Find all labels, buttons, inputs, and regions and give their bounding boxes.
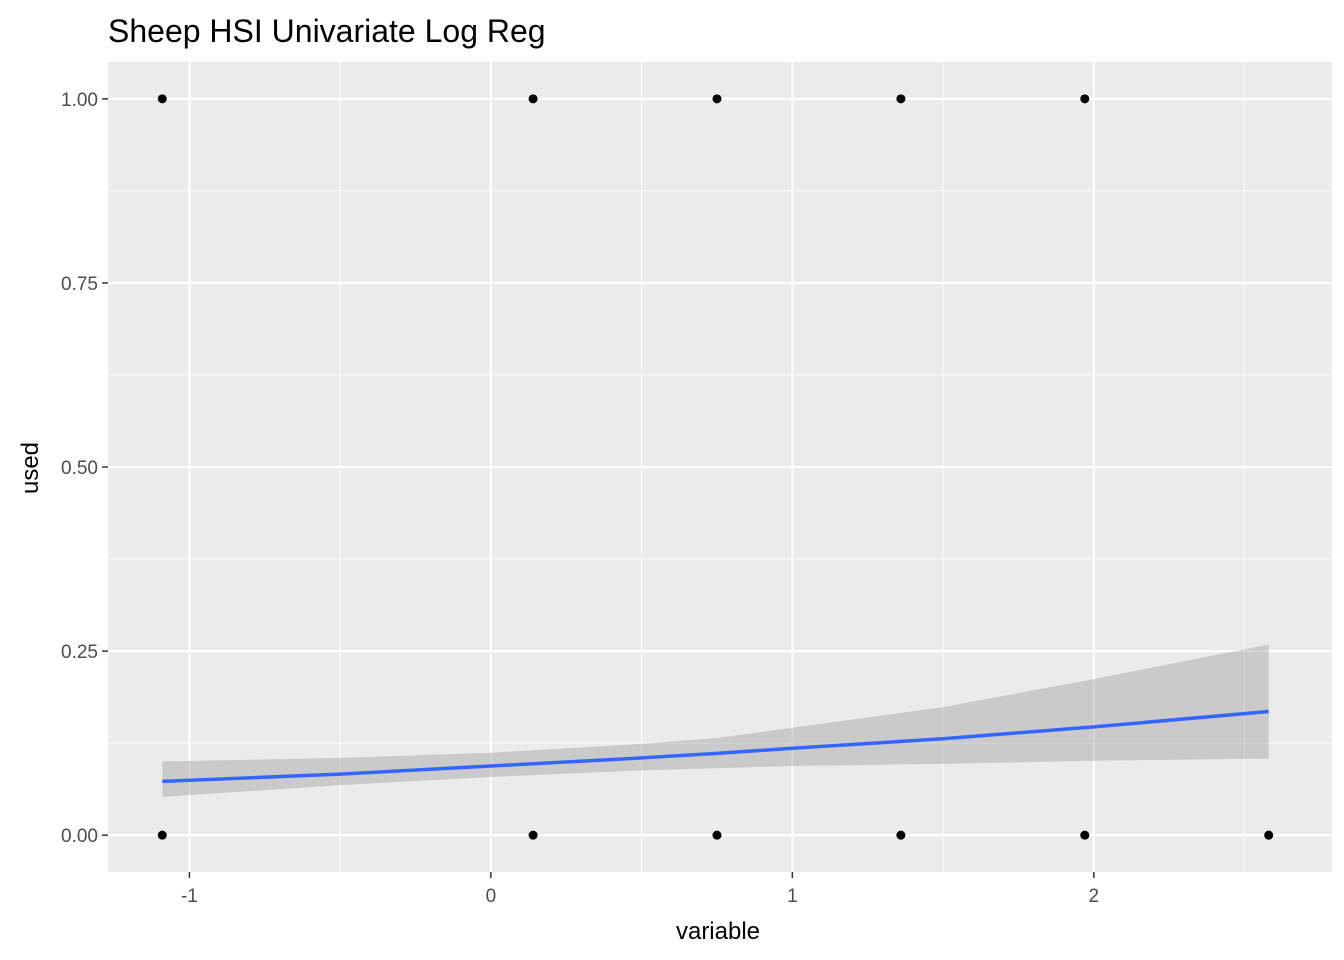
data-point	[896, 830, 906, 840]
y-tick-label: 0.25	[61, 642, 98, 663]
data-point	[1080, 830, 1090, 840]
x-tick-label: 1	[787, 886, 798, 907]
confidence-band	[162, 644, 1269, 797]
y-axis-ticks: 0.00 0.25 0.50 0.75 1.00	[61, 90, 108, 847]
data-point	[712, 830, 722, 840]
y-axis-title: used	[17, 442, 44, 494]
x-tick-label: 2	[1089, 886, 1100, 907]
data-point	[896, 94, 906, 104]
data-point	[1080, 94, 1090, 104]
x-axis-ticks: -1 0 1 2	[181, 872, 1099, 907]
x-tick-label: 0	[486, 886, 497, 907]
x-axis-title: variable	[676, 918, 760, 945]
data-point	[528, 830, 538, 840]
y-tick-label: 1.00	[61, 90, 98, 111]
x-tick-label: -1	[181, 886, 198, 907]
fit-line	[162, 709, 1269, 784]
data-point	[157, 94, 167, 104]
data-point	[528, 94, 538, 104]
data-point	[1264, 830, 1274, 840]
data-points	[157, 94, 1274, 840]
y-tick-label: 0.75	[61, 274, 98, 295]
grid-major	[108, 62, 1332, 872]
chart-title: Sheep HSI Univariate Log Reg	[108, 13, 546, 49]
data-point	[157, 830, 167, 840]
data-point	[712, 94, 722, 104]
y-tick-label: 0.50	[61, 458, 98, 479]
y-tick-label: 0.00	[61, 826, 98, 847]
